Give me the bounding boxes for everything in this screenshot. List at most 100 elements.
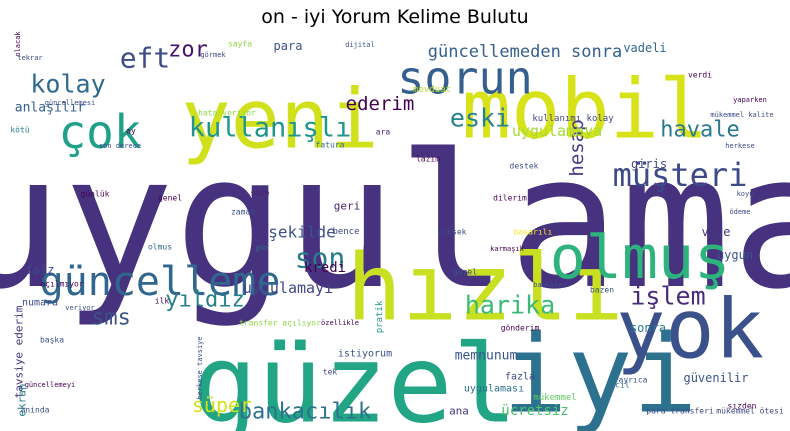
word-82: tek	[323, 368, 338, 377]
word-36: anlaşılır	[15, 101, 86, 116]
word-52: numara	[22, 298, 58, 309]
word-98: olacak	[14, 31, 22, 57]
word-17: harika	[465, 291, 555, 320]
word-57: dijital	[345, 41, 375, 49]
word-39: vade	[702, 225, 731, 239]
word-63: lazım	[416, 155, 440, 164]
word-86: hata veriyor	[198, 109, 256, 118]
word-89: ödeme	[729, 208, 750, 216]
word-48: uygulaması	[464, 384, 524, 395]
word-42: faiz	[26, 263, 55, 277]
word-95: mükemmel ötesi	[716, 407, 784, 416]
word-49: pratik	[375, 300, 385, 333]
word-6: hızlı	[347, 235, 624, 342]
word-61: ay	[126, 127, 136, 136]
word-14: kolay	[30, 70, 105, 99]
word-12: kullanışlı	[189, 113, 352, 144]
word-25: süper	[192, 393, 252, 417]
word-90: koyu	[737, 190, 754, 198]
word-85: günlük	[81, 190, 110, 199]
word-4: yeni	[181, 73, 378, 168]
word-8: sorun	[397, 52, 532, 105]
word-3: yok	[616, 283, 764, 378]
word-73: güzel	[453, 268, 477, 277]
word-71: başarılı	[514, 228, 553, 237]
word-45: tavsiye ederim	[13, 305, 26, 398]
word-53: mükemmel	[533, 393, 576, 403]
chart-title: on - iyi Yorum Kelime Bulutu	[261, 6, 529, 28]
word-72: karmaşık	[490, 245, 525, 253]
word-15: eski	[450, 104, 510, 133]
word-9: güncelleme	[40, 259, 281, 305]
word-46: ekran	[16, 383, 29, 416]
word-2: iyi	[502, 313, 697, 431]
word-65: zaman	[231, 208, 255, 217]
word-77: acil	[610, 381, 629, 390]
word-16: son	[295, 242, 346, 275]
word-7: olmuş	[550, 223, 731, 293]
word-66: sade	[250, 189, 269, 198]
word-78: ayrıca	[619, 376, 648, 385]
word-75: bazen	[590, 286, 614, 295]
word-10: çok	[58, 105, 141, 159]
word-102: güncellemeyi	[25, 381, 76, 389]
word-5: mobil	[462, 63, 709, 158]
word-91: açılmıyor	[40, 280, 84, 289]
word-96: sızden	[728, 402, 757, 411]
word-83: verdi	[688, 71, 712, 80]
word-56: görmek	[200, 51, 226, 59]
word-1: güzel	[192, 323, 517, 431]
word-29: uygulamayı	[243, 279, 333, 297]
word-33: güvenilir	[683, 371, 748, 385]
word-18: havale	[660, 118, 739, 143]
word-74: bankalar	[533, 281, 567, 289]
word-26: hesap	[566, 119, 588, 176]
word-23: zor	[168, 38, 208, 63]
word-31: ücretsiz	[501, 403, 568, 419]
word-58: mevduat	[413, 85, 451, 95]
word-47: kullanımı kolay	[532, 114, 614, 124]
word-51: bence	[332, 227, 359, 237]
word-28: uygulamaya	[512, 122, 602, 140]
word-100: güncellemesi	[45, 99, 96, 107]
word-22: sms	[91, 306, 131, 331]
word-104: özellikle	[321, 319, 359, 327]
word-62: ara	[376, 128, 391, 137]
word-94: para transferi	[646, 407, 714, 416]
word-55: sayfa	[228, 40, 252, 49]
word-76: gönderim	[501, 324, 540, 333]
word-19: işlem	[630, 282, 705, 311]
word-64: destek	[510, 162, 539, 171]
word-44: ana	[449, 405, 469, 418]
word-21: yıldız	[165, 288, 244, 313]
word-0: uygulama	[0, 114, 790, 330]
word-35: para	[274, 39, 303, 53]
word-69: gün	[256, 244, 269, 252]
word-43: geri	[334, 200, 361, 213]
word-68: olmus	[148, 243, 172, 252]
word-27: güncellemeden sonra	[428, 42, 622, 62]
word-50: istiyorum	[338, 349, 392, 360]
word-88: herkese	[725, 142, 755, 150]
word-80: aninda	[21, 406, 50, 415]
word-32: vadeli	[623, 41, 666, 55]
word-30: şekilde	[268, 223, 335, 242]
word-20: bankacılık	[239, 400, 371, 425]
word-81: ilk	[155, 297, 170, 306]
word-70: yüksek	[438, 228, 467, 237]
word-40: uygun	[717, 248, 753, 262]
word-13: eft	[120, 42, 171, 75]
word-59: fatura	[316, 141, 345, 150]
word-41: sonra	[630, 321, 666, 335]
word-34: memnunum	[455, 349, 518, 364]
word-60: kötü	[10, 126, 29, 135]
word-99: tekrar	[17, 54, 42, 62]
word-101: son derece	[99, 142, 141, 150]
word-11: müşteri	[613, 156, 748, 194]
word-24: ederim	[346, 93, 415, 115]
word-79: başka	[40, 336, 64, 345]
word-87: mükemmel kalite	[710, 111, 773, 119]
word-67: genel	[158, 194, 182, 203]
word-93: dilerim	[493, 194, 527, 203]
